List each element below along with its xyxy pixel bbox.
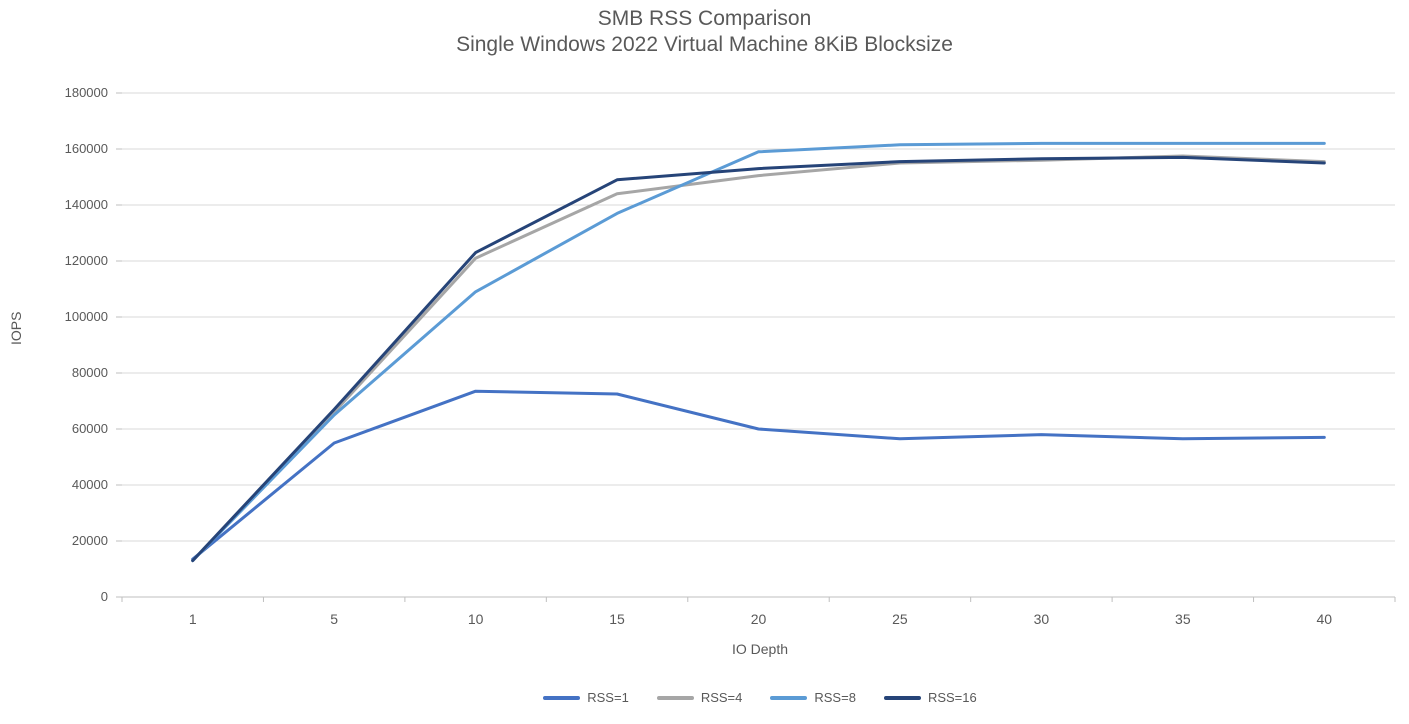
series-line-RSS-8 [191,141,1326,563]
y-axis-title: IOPS [8,311,24,345]
series-line-RSS-1 [191,389,1326,561]
legend-label: RSS=4 [700,690,743,705]
legend-line-swatch [656,695,694,700]
chart-title: SMB RSS Comparison [597,7,812,30]
legend-line-swatch [770,695,808,700]
legend-line-swatch [543,695,581,700]
series-line-RSS-16 [191,155,1326,563]
y-tick-label: 180000 [64,85,108,100]
x-tick-label: 25 [892,611,908,627]
y-tick-label: 100000 [64,309,108,324]
x-tick-label: 30 [1033,611,1050,627]
y-tick-label: 60000 [71,421,108,436]
legend-item-RSS-4: RSS=4 [656,690,743,705]
x-tick-label: 35 [1175,611,1191,627]
legend-item-RSS-8: RSS=8 [770,690,856,705]
x-axis-title: IO Depth [731,641,789,657]
legend-item-RSS-1: RSS=1 [543,690,629,705]
y-tick-label: 160000 [64,141,108,156]
y-tick-label: 40000 [71,477,108,492]
y-tick-label: 0 [100,589,108,604]
x-tick-label: 15 [609,611,625,627]
chart-subtitle: Single Windows 2022 Virtual Machine 8KiB… [456,33,953,56]
x-tick-label: 10 [467,611,484,627]
legend-label: RSS=8 [814,690,856,705]
legend: RSS=1 RSS=4 RSS=8 RSS=16 [0,690,1409,705]
legend-label: RSS=16 [927,690,977,705]
legend-line-swatch [883,695,921,700]
x-tick-label: 20 [750,611,767,627]
x-tick-label: 5 [330,611,339,627]
y-tick-label: 140000 [64,197,108,212]
legend-item-RSS-16: RSS=16 [883,690,977,705]
y-tick-label: 20000 [71,533,108,548]
y-tick-label: 120000 [64,253,108,268]
series-line-RSS-4 [191,154,1326,563]
legend-label: RSS=1 [587,690,629,705]
y-tick-label: 80000 [71,365,108,380]
x-tick-label: 1 [188,611,197,627]
x-tick-label: 40 [1316,611,1333,627]
